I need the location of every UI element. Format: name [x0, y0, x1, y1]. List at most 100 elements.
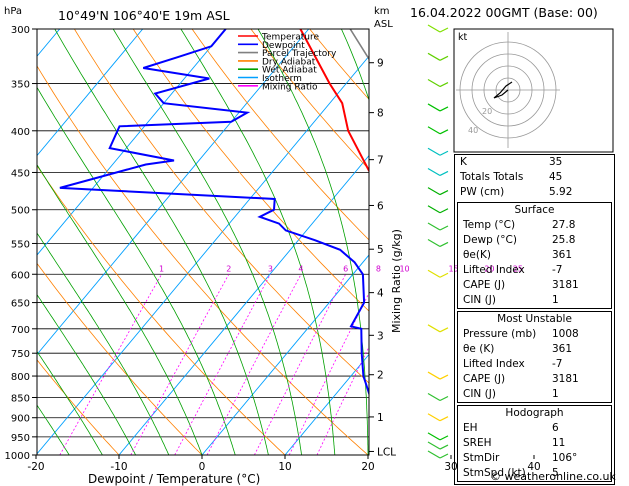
km-tick-label: LCL: [377, 446, 396, 458]
wind-barb: [427, 24, 441, 33]
index-label: Temp (°C): [463, 219, 516, 231]
pressure-tick-label: 500: [11, 206, 30, 217]
wet-adiabat: [54, 29, 269, 455]
mixing-ratio-label: 4: [298, 264, 303, 273]
dry-adiabat: [132, 29, 369, 312]
wind-barb: [427, 324, 441, 333]
series-temperature: [299, 29, 369, 173]
pressure-tick-label: 550: [11, 239, 30, 250]
wind-barb-flag: [439, 208, 449, 214]
pressure-tick-label: 300: [11, 25, 30, 36]
wind-barb-flag: [439, 170, 449, 177]
index-value: 25.8: [552, 234, 576, 246]
km-tick-label: 1: [377, 412, 384, 424]
wind-barbs: [427, 24, 449, 459]
surface-title: Surface: [514, 204, 555, 216]
index-row: Pressure (mb) 1008: [458, 327, 611, 342]
index-row: PW (cm) 5.92: [455, 185, 614, 200]
isotherm: [37, 29, 144, 157]
wind-barb: [427, 238, 441, 247]
wind-barb-flag: [439, 82, 449, 88]
index-row: EH 6: [458, 421, 611, 436]
km-tick-label: 7: [377, 155, 384, 167]
index-label: EH: [463, 422, 478, 434]
index-row: θe (K) 361: [458, 342, 611, 357]
legend-label: Temperature: [261, 33, 319, 43]
wind-barb-flag: [439, 129, 449, 135]
index-label: Dewp (°C): [463, 234, 517, 246]
wind-barb: [427, 269, 441, 278]
wind-barb: [427, 432, 441, 441]
x-axis-title: Dewpoint / Temperature (°C): [88, 472, 260, 486]
footer-credit: © weatheronline.co.uk: [490, 470, 616, 483]
pressure-tick-label: 400: [11, 127, 30, 138]
wind-barb-flag: [439, 416, 449, 422]
pressure-tick-label: 700: [11, 325, 30, 336]
mixing-ratio-label: 10: [399, 264, 409, 273]
wet-adiabat: [37, 232, 170, 455]
isotherm: [201, 254, 369, 455]
index-row: StmSpd (kt) 5: [458, 466, 611, 481]
wind-barb: [427, 371, 441, 380]
index-value: -7: [552, 358, 563, 370]
isotherm: [617, 29, 629, 455]
index-value: 1008: [552, 328, 579, 340]
series-dewpoint: [59, 29, 369, 397]
wind-barb: [427, 103, 441, 112]
index-label: Totals Totals: [460, 171, 524, 183]
wind-barb-flag: [439, 27, 449, 33]
index-row: θe(K) 361: [458, 248, 611, 263]
x-tick-label: -20: [27, 461, 44, 473]
wet-adiabat: [180, 29, 336, 455]
wind-barb-flag: [439, 241, 449, 248]
index-row: SREH 11: [458, 436, 611, 451]
pressure-tick-label: 1000: [5, 451, 30, 462]
index-value: 361: [552, 343, 573, 355]
index-value: 45: [549, 171, 563, 183]
index-label: Lifted Index: [463, 358, 525, 370]
mixing-ratio-label: 15: [448, 264, 458, 273]
mixing-ratio-line: [206, 274, 302, 455]
index-value: 6: [552, 422, 559, 434]
hodograph-ring-label: 40: [468, 126, 478, 135]
km-tick-label: 8: [377, 108, 384, 120]
dry-adiabat: [37, 164, 286, 455]
mixing-ratio-label: 1: [159, 264, 164, 273]
index-value: -7: [552, 264, 563, 276]
most-unstable-title: Most Unstable: [497, 313, 572, 325]
wind-barb-flag: [439, 374, 449, 380]
x-tick-label: -10: [110, 461, 127, 473]
legend-label: Wet Adiabat: [262, 66, 317, 76]
index-row: Totals Totals 45: [455, 170, 614, 185]
pressure-tick-label: 800: [11, 372, 30, 383]
dry-adiabat: [37, 262, 203, 455]
isotherm: [37, 29, 227, 256]
wet-adiabat: [37, 293, 136, 455]
km-tick-label: 2: [377, 370, 384, 382]
wind-barb-flag: [439, 435, 449, 441]
index-row: CIN (J) 1: [458, 293, 611, 308]
pressure-tick-label: 600: [11, 270, 30, 281]
wet-adiabat: [37, 404, 70, 455]
legend-label: Dewpoint: [262, 41, 305, 51]
index-value: 1: [552, 294, 559, 306]
index-value: 1: [552, 388, 559, 400]
index-value: 11: [552, 437, 566, 449]
hodograph-trace: [493, 81, 513, 99]
index-value: 5: [552, 467, 559, 479]
legend-label: Isotherm: [262, 74, 302, 84]
hodograph-title: Hodograph: [505, 407, 564, 419]
wind-barb-flag: [439, 272, 449, 278]
mixing-ratio-label: 20: [484, 264, 494, 273]
wind-barb: [427, 413, 441, 422]
wind-barb-flag: [439, 106, 449, 112]
index-row: K 35: [455, 155, 614, 170]
most-unstable-section: Most Unstable Pressure (mb) 1008 θe (K) 361…: [457, 311, 612, 403]
pressure-tick-label: 450: [11, 168, 30, 179]
wind-barb: [427, 392, 441, 402]
wind-barb-flag: [439, 395, 449, 402]
wind-barb-flag: [439, 225, 449, 231]
dry-adiabat: [250, 29, 369, 170]
index-row: Lifted Index -7: [458, 357, 611, 372]
pressure-tick-label: 750: [11, 349, 30, 360]
